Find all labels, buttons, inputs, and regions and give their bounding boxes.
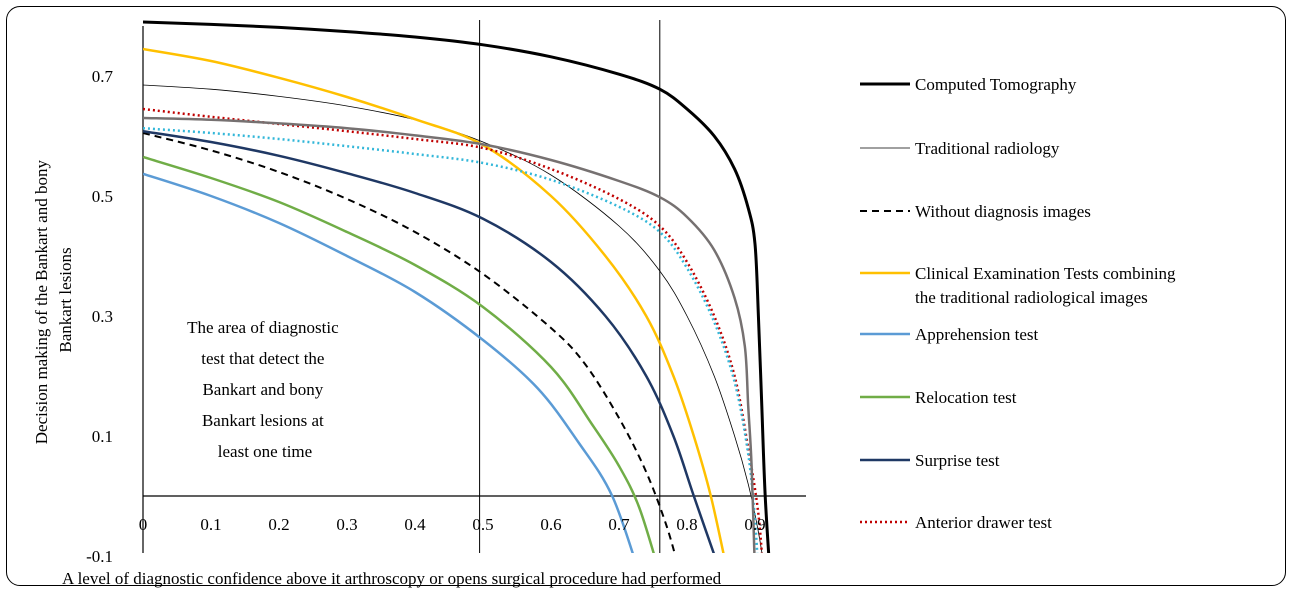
series-line-5 [143,172,634,553]
x-tick-label: 0.4 [404,515,426,534]
annotation-line-1: The area of diagnostic [187,318,339,337]
x-tick-label: 0.5 [472,515,493,534]
y-tick-label: 0.5 [92,187,113,206]
legend: Computed Tomography Traditional radiology… [860,75,1176,532]
x-axis-title: A level of diagnostic confidence above i… [62,569,722,588]
legend-label-6: Relocation test [915,388,1017,407]
chart-frame [6,6,1286,586]
vertical-reference-lines [479,20,661,553]
region-annotation: The area of diagnostic test that detect … [187,318,343,461]
series-line-8 [143,107,764,553]
annotation-line-4: Bankart lesions at [202,411,324,430]
x-tick-label: 0.9 [744,515,765,534]
legend-label-8: Anterior drawer test [915,513,1052,532]
y-tick-label: 0.3 [92,307,113,326]
y-tick-label: 0.7 [92,67,114,86]
series-line-10 [143,116,756,553]
x-tick-label: 0.3 [336,515,357,534]
y-axis-title: Decision making of the Bankart and bony … [32,156,75,444]
x-tick-label: 0.6 [540,515,561,534]
annotation-line-3: Bankart and bony [202,380,323,399]
legend-label-5: Apprehension test [915,325,1039,344]
x-tick-labels: 0 0.1 0.2 0.3 0.4 0.5 0.6 0.7 0.8 0.9 [139,515,766,534]
legend-label-1: Computed Tomography [915,75,1077,94]
x-tick-label: 0.2 [268,515,289,534]
series-line-2 [143,84,763,553]
y-tick-label: -0.1 [86,547,113,566]
y-tick-labels: 0.7 0.5 0.3 0.1 -0.1 [86,67,113,566]
legend-label-3: Without diagnosis images [915,202,1091,221]
series-line-9 [143,126,759,553]
annotation-line-5: least one time [218,442,312,461]
legend-label-4: Clinical Examination Tests combining the … [915,264,1176,307]
x-tick-label: 0.8 [676,515,697,534]
x-tick-label: 0.7 [608,515,630,534]
y-axis-title-line-2: Bankart lesions [56,247,75,352]
series-line-7 [143,129,715,553]
x-tick-label: 0.1 [200,515,221,534]
y-axis-title-line-1: Decision making of the Bankart and bony [32,160,51,445]
axes [142,26,806,553]
series-line-6 [143,155,655,553]
series-line-4 [143,47,725,553]
series-line-1 [143,20,771,553]
legend-label-2: Traditional radiology [915,139,1060,158]
series-lines [143,20,771,553]
x-tick-label: 0 [139,515,148,534]
legend-label-7: Surprise test [915,451,1000,470]
annotation-line-2: test that detect the [201,349,324,368]
y-tick-label: 0.1 [92,427,113,446]
